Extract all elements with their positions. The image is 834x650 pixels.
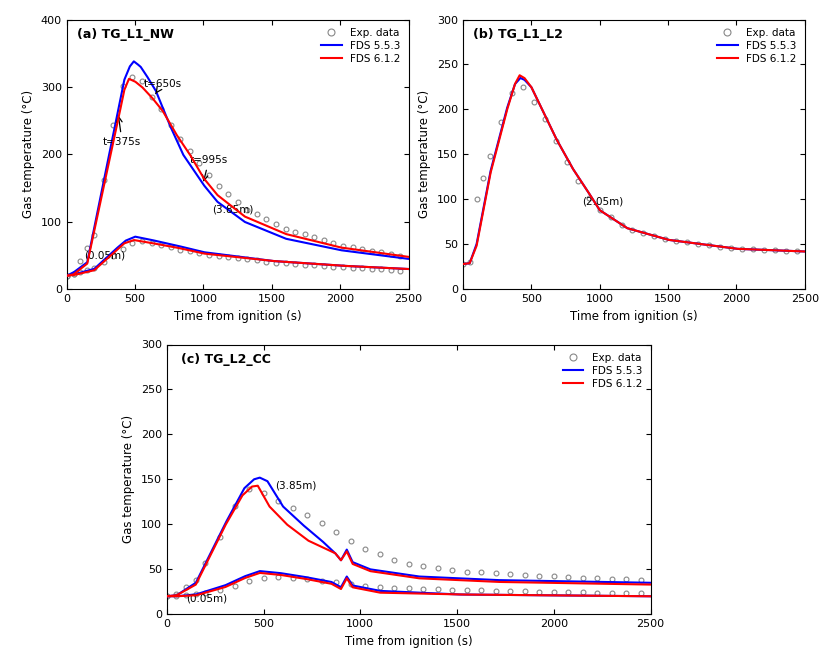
- Y-axis label: Gas temperature (°C): Gas temperature (°C): [23, 90, 35, 218]
- Text: t=650s: t=650s: [143, 79, 182, 94]
- Text: (3.85m): (3.85m): [275, 480, 317, 491]
- Text: (3.85m): (3.85m): [212, 205, 253, 214]
- Text: (0.05m): (0.05m): [186, 594, 228, 604]
- X-axis label: Time from ignition (s): Time from ignition (s): [344, 634, 473, 647]
- Text: (2.05m): (2.05m): [582, 196, 623, 206]
- Legend: Exp. data, FDS 5.5.3, FDS 6.1.2: Exp. data, FDS 5.5.3, FDS 6.1.2: [714, 25, 800, 67]
- X-axis label: Time from ignition (s): Time from ignition (s): [570, 309, 698, 322]
- Text: (c) TG_L2_CC: (c) TG_L2_CC: [181, 352, 271, 365]
- Text: t=375s: t=375s: [103, 117, 141, 148]
- Y-axis label: Gas temperature (°C): Gas temperature (°C): [419, 90, 431, 218]
- Text: (b) TG_L1_L2: (b) TG_L1_L2: [473, 27, 563, 40]
- Text: (a) TG_L1_NW: (a) TG_L1_NW: [77, 27, 173, 40]
- Legend: Exp. data, FDS 5.5.3, FDS 6.1.2: Exp. data, FDS 5.5.3, FDS 6.1.2: [318, 25, 404, 67]
- Y-axis label: Gas temperature (°C): Gas temperature (°C): [123, 415, 135, 543]
- Text: t=995s: t=995s: [190, 155, 228, 181]
- Legend: Exp. data, FDS 5.5.3, FDS 6.1.2: Exp. data, FDS 5.5.3, FDS 6.1.2: [560, 350, 646, 392]
- X-axis label: Time from ignition (s): Time from ignition (s): [173, 309, 302, 322]
- Text: (0.05m): (0.05m): [84, 250, 126, 261]
